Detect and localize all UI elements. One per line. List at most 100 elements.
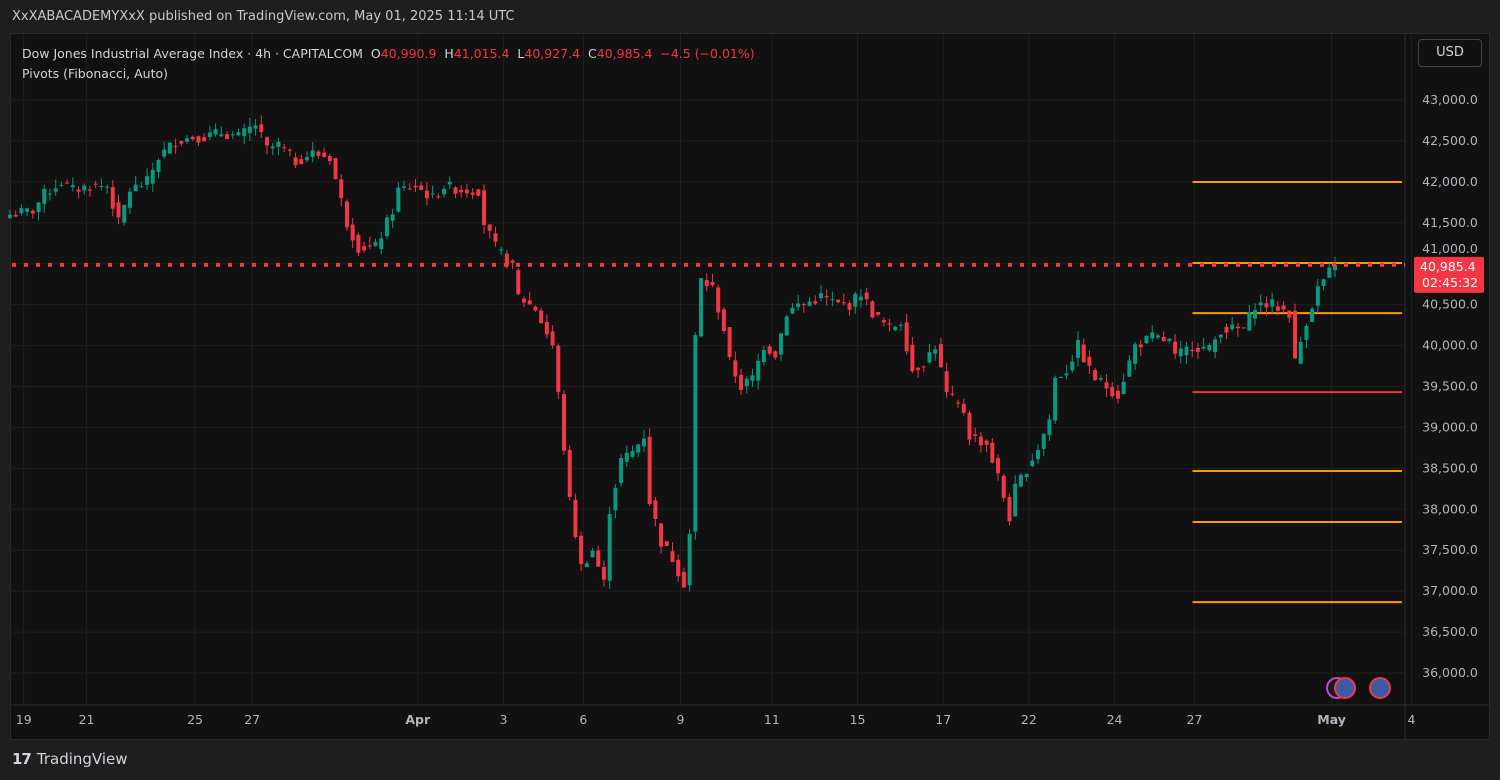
candle-body xyxy=(379,238,384,250)
candle xyxy=(1053,375,1058,424)
candle xyxy=(42,184,47,213)
time-axis[interactable]: 19 21 25 27 Apr 3 6 9 11 15 17 22 24 27 May 4 xyxy=(16,712,1416,727)
candle-body xyxy=(225,134,230,140)
candle xyxy=(1150,325,1155,342)
candle-body xyxy=(1110,386,1115,397)
candle xyxy=(464,183,469,198)
candle-body xyxy=(344,201,349,228)
candle-body xyxy=(1024,473,1029,478)
candle-body xyxy=(864,292,869,300)
candle-body xyxy=(1230,324,1235,330)
candle-body xyxy=(1207,344,1212,351)
candle xyxy=(813,295,818,306)
candle xyxy=(773,349,778,361)
candle-body xyxy=(493,233,498,242)
candle-body xyxy=(407,188,412,190)
candle-body xyxy=(1304,326,1309,340)
candle xyxy=(482,184,487,234)
candle-body xyxy=(693,335,698,532)
candle-body xyxy=(1184,346,1189,356)
time-tick-label: 15 xyxy=(850,712,866,727)
candle-body xyxy=(539,310,544,323)
candle xyxy=(744,376,749,394)
candle xyxy=(699,278,704,338)
candle xyxy=(402,180,407,191)
candle xyxy=(916,367,921,378)
candle xyxy=(333,157,338,180)
indicator-pivots[interactable]: Pivots (Fibonacci, Auto) xyxy=(22,66,169,81)
us-flag-icon[interactable] xyxy=(1369,677,1391,699)
candle-body xyxy=(733,360,738,377)
candle xyxy=(601,560,606,587)
candle xyxy=(150,162,155,192)
candle xyxy=(1121,373,1126,395)
price-axis[interactable]: 36,000.0 36,500.0 37,000.0 37,500.0 38,000.0… xyxy=(1422,92,1478,680)
candle-body xyxy=(327,156,332,162)
candle-body xyxy=(396,187,401,212)
candle-body xyxy=(504,253,509,266)
candle xyxy=(310,142,315,163)
candle-body xyxy=(938,344,943,368)
candle-body xyxy=(185,138,190,142)
candle xyxy=(676,554,681,582)
candle xyxy=(76,185,81,199)
candle-body xyxy=(950,393,955,395)
candle-body xyxy=(813,301,818,304)
candle-body xyxy=(287,149,292,151)
candle-body xyxy=(830,299,835,301)
candle xyxy=(162,141,167,159)
candle-body xyxy=(482,190,487,226)
last-price-value: 40,985.4 xyxy=(1420,259,1476,274)
candle xyxy=(116,194,121,225)
candle-body xyxy=(1173,341,1178,354)
candle-body xyxy=(670,551,675,563)
brand-name[interactable]: TradingView xyxy=(36,750,128,768)
candle-body xyxy=(801,303,806,305)
candle-body xyxy=(47,193,52,195)
candle-body xyxy=(1321,279,1326,287)
candle-body xyxy=(430,193,435,195)
candle-body xyxy=(499,249,504,251)
candle-body xyxy=(82,185,87,191)
candle xyxy=(756,353,761,390)
candle xyxy=(647,428,652,507)
candle-body xyxy=(116,202,121,218)
candle-body xyxy=(1018,474,1023,487)
candle xyxy=(413,179,418,192)
candle xyxy=(1041,433,1046,456)
candle xyxy=(721,307,726,334)
pivot-lines xyxy=(1192,181,1402,604)
candle xyxy=(584,560,589,568)
candle xyxy=(1081,338,1086,363)
candle-body xyxy=(19,208,24,214)
candle-body xyxy=(1224,326,1229,333)
candle-body xyxy=(1281,305,1286,310)
candle xyxy=(242,123,247,145)
candle xyxy=(270,142,275,156)
event-icons[interactable] xyxy=(1326,677,1391,699)
candle-body xyxy=(590,550,595,558)
currency-button[interactable]: USD xyxy=(1418,39,1482,67)
candle xyxy=(619,454,624,487)
candle xyxy=(1075,331,1080,367)
candle xyxy=(579,531,584,571)
candle xyxy=(613,484,618,519)
candle-body xyxy=(1247,311,1252,331)
candle xyxy=(687,528,692,592)
time-tick-label: 21 xyxy=(79,712,95,727)
candle-body xyxy=(1133,344,1138,364)
candle xyxy=(550,325,555,349)
candle-body xyxy=(36,202,41,213)
symbol-title[interactable]: Dow Jones Industrial Average Index · 4h … xyxy=(22,46,363,61)
us-flag-icon[interactable] xyxy=(1334,677,1356,699)
candle xyxy=(1098,374,1103,382)
candle xyxy=(1304,323,1309,349)
candle-body xyxy=(893,326,898,331)
candle-body xyxy=(1013,483,1018,517)
candle-body xyxy=(1093,370,1098,381)
tradingview-logo[interactable]: 𝟭𝟳 xyxy=(12,750,32,768)
candle xyxy=(230,130,235,140)
candle-body xyxy=(619,457,624,483)
candle-body xyxy=(230,134,235,136)
